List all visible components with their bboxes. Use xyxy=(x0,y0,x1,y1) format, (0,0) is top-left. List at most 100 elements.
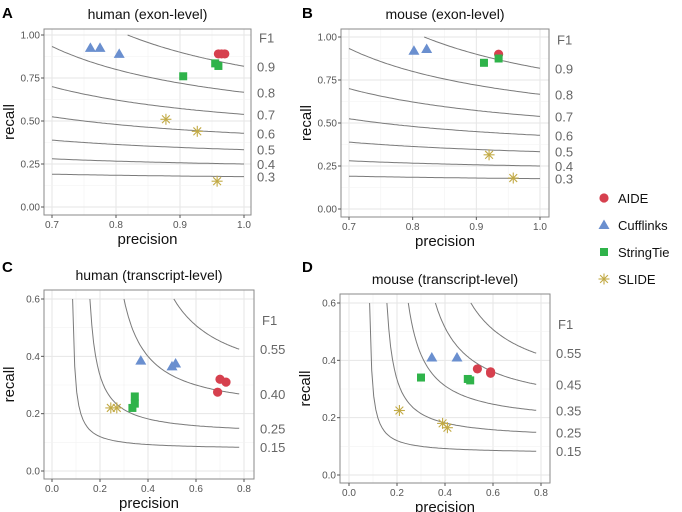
x-tick-label: 0.6 xyxy=(486,488,500,499)
x-tick-label: 0.6 xyxy=(189,484,203,495)
data-point-aide xyxy=(220,49,230,59)
x-axis-title: precision xyxy=(415,499,475,512)
series-slide xyxy=(105,402,123,414)
y-tick-label: 1.00 xyxy=(21,31,41,42)
y-tick-label: 0.0 xyxy=(322,471,336,482)
data-point-slide xyxy=(441,422,453,434)
data-point-cufflinks xyxy=(113,48,125,58)
circle-icon xyxy=(599,193,609,203)
y-tick-label: 0.4 xyxy=(26,352,40,363)
f1-curve xyxy=(434,302,537,385)
x-axis-title: precision xyxy=(415,233,475,250)
y-tick-label: 0.75 xyxy=(318,76,338,87)
x-tick-label: 0.8 xyxy=(109,220,123,231)
series-aide xyxy=(213,49,230,59)
series-slide xyxy=(483,149,519,184)
series-aide xyxy=(472,364,496,378)
x-tick-label: 0.4 xyxy=(438,488,452,499)
data-point-aide xyxy=(472,364,482,374)
x-tick-label: 0.2 xyxy=(93,484,107,495)
square-icon xyxy=(600,248,608,256)
panel-title: human (exon-level) xyxy=(88,6,208,22)
x-tick-label: 0.2 xyxy=(390,488,404,499)
f1-curve xyxy=(348,88,541,117)
series-cufflinks xyxy=(135,355,182,371)
f1-curve-label: 0.4 xyxy=(257,157,275,172)
x-tick-label: 1.0 xyxy=(237,220,251,231)
f1-curve xyxy=(51,116,245,134)
data-point-cufflinks xyxy=(451,351,463,362)
y-tick-label: 0.50 xyxy=(318,119,338,130)
f1-curve-label: 0.5 xyxy=(555,145,573,160)
series-cufflinks xyxy=(408,43,433,55)
asterisk-stroke xyxy=(106,403,116,413)
f1-curve-label: 0.45 xyxy=(556,377,581,392)
x-tick-label: 0.0 xyxy=(342,488,356,499)
series-cufflinks xyxy=(84,42,125,58)
data-point-stringtie xyxy=(130,399,139,408)
f1-curve xyxy=(348,48,541,95)
f1-curve xyxy=(386,302,537,433)
f1-legend-title: F1 xyxy=(557,32,572,47)
f1-curve-label: 0.6 xyxy=(555,128,573,143)
x-tick-label: 1.0 xyxy=(533,222,547,233)
f1-curve xyxy=(424,36,541,69)
f1-curve xyxy=(72,298,240,448)
data-point-aide xyxy=(486,368,496,378)
y-tick-label: 0.6 xyxy=(26,295,40,306)
y-axis-title: recall xyxy=(298,105,315,141)
f1-curve-label: 0.7 xyxy=(555,109,573,124)
data-point-stringtie xyxy=(179,72,188,81)
f1-curve-label: 0.40 xyxy=(260,387,285,402)
f1-curve-label: 0.5 xyxy=(257,143,275,158)
x-tick-label: 0.0 xyxy=(45,484,59,495)
f1-curve xyxy=(51,46,245,93)
series-slide xyxy=(393,405,453,434)
f1-curve xyxy=(52,173,244,178)
f1-curve-label: 0.15 xyxy=(556,444,581,459)
f1-curve-label: 0.15 xyxy=(260,440,285,455)
data-point-slide xyxy=(507,172,519,184)
y-tick-label: 1.00 xyxy=(318,33,338,44)
y-tick-label: 0.6 xyxy=(322,299,336,310)
data-point-stringtie xyxy=(417,373,425,382)
series-aide xyxy=(213,374,231,397)
f1-curves xyxy=(369,302,537,452)
f1-curve-label: 0.4 xyxy=(555,159,573,174)
series-stringtie xyxy=(128,392,139,412)
plot-border xyxy=(43,28,252,216)
f1-curve-label: 0.7 xyxy=(257,107,275,122)
asterisk-icon xyxy=(598,273,610,285)
data-point-cufflinks xyxy=(94,42,106,52)
f1-legend-title: F1 xyxy=(558,317,573,332)
data-point-cufflinks xyxy=(135,355,147,365)
asterisk-stroke xyxy=(438,419,447,428)
series-slide xyxy=(160,113,223,187)
panel-A: 0.9 0.8 0.7 0.6 0.50.40.3 F1 0.7 0.8 0.9 1.0 0.00 0… xyxy=(1,5,275,248)
data-point-aide xyxy=(213,387,223,397)
f1-curve xyxy=(369,302,537,452)
f1-curve xyxy=(51,158,244,165)
y-tick-label: 0.50 xyxy=(21,117,41,128)
f1-curve-label: 0.35 xyxy=(556,403,581,418)
legend: AIDE Cufflinks StringTie SLIDE xyxy=(598,191,670,287)
f1-curve-label: 0.25 xyxy=(260,421,285,436)
f1-curve xyxy=(348,118,541,136)
y-tick-label: 0.4 xyxy=(322,356,336,367)
f1-curve-label: 0.3 xyxy=(257,170,275,185)
series-stringtie xyxy=(417,373,475,385)
f1-curve xyxy=(173,298,240,350)
data-point-stringtie xyxy=(494,54,503,63)
f1-curve-label: 0.55 xyxy=(556,346,581,361)
f1-curve xyxy=(127,34,245,67)
panel-letter: D xyxy=(302,259,313,276)
y-tick-label: 0.00 xyxy=(21,203,41,214)
x-axis-title: precision xyxy=(117,231,177,248)
data-point-stringtie xyxy=(479,58,488,67)
asterisk-stroke xyxy=(161,115,171,124)
x-tick-label: 0.9 xyxy=(173,220,187,231)
asterisk-stroke xyxy=(508,173,518,183)
x-tick-label: 0.9 xyxy=(469,222,483,233)
data-point-slide xyxy=(211,175,223,187)
